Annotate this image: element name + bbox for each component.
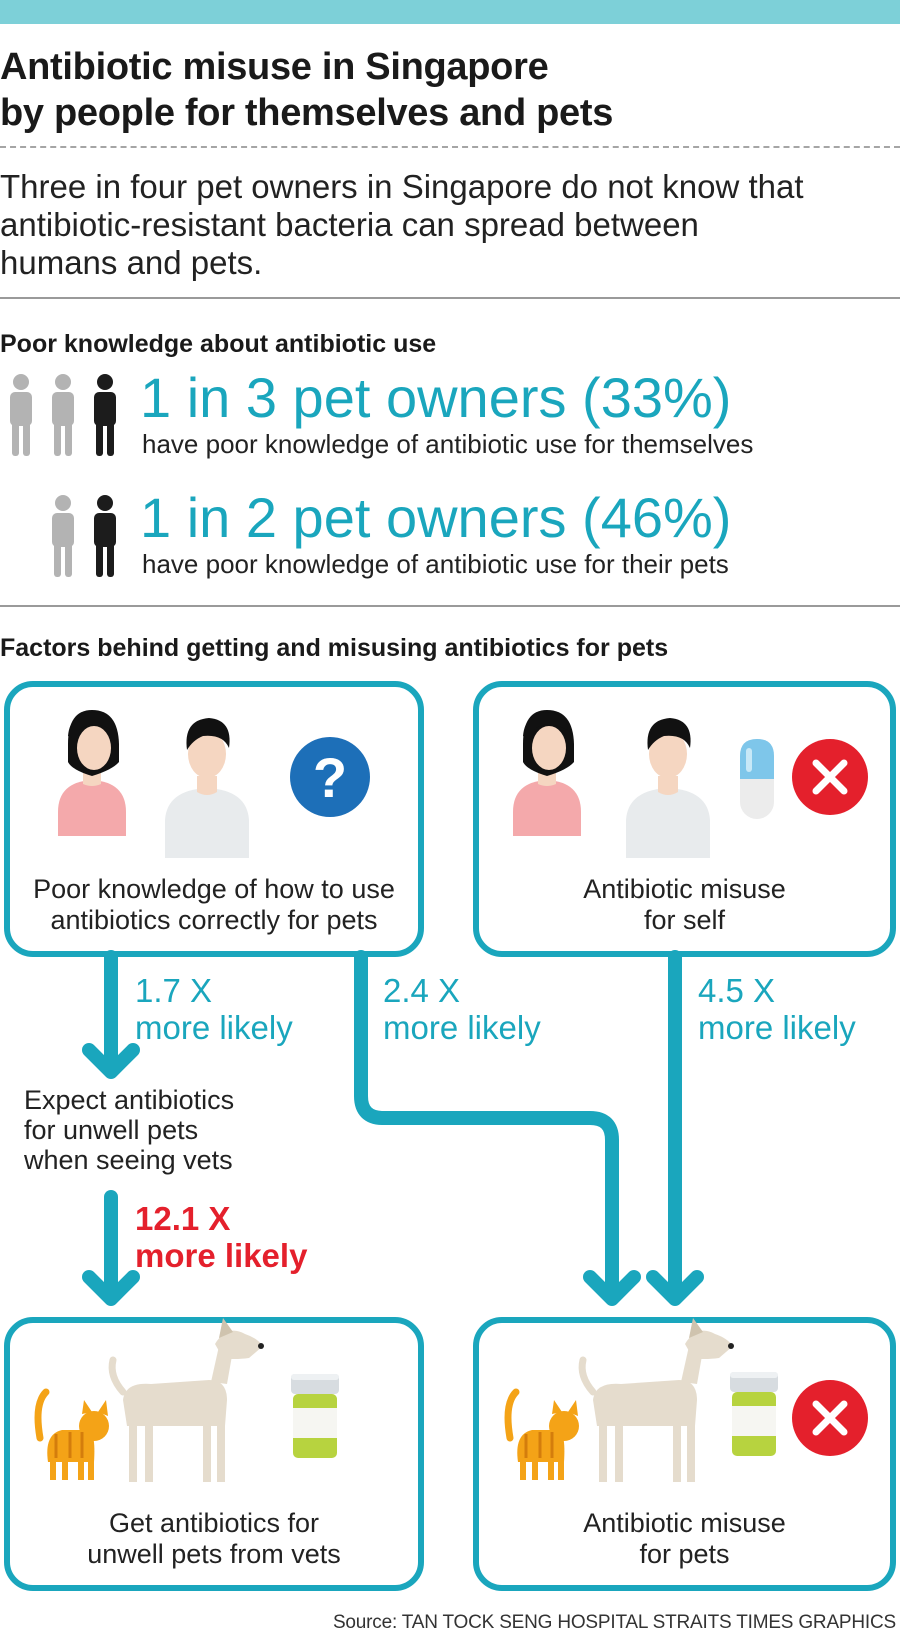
intro-text: Three in four pet owners in Singapore do… <box>0 168 880 282</box>
title-divider <box>0 146 900 148</box>
arrow-knowledge-to-misuse-pets <box>354 950 641 1306</box>
expect-line-1: Expect antibiotics <box>24 1085 235 1115</box>
arrow-self-to-misuse-pets <box>646 950 704 1306</box>
box-misuse-pets-line-1: Antibiotic misuse <box>583 1508 786 1538</box>
box-get-antibiotics-text: Get antibiotics for unwell pets from vet… <box>7 1508 421 1570</box>
box-misuse-pets <box>473 1317 896 1591</box>
multiplier-value: 12.1 X <box>135 1200 231 1237</box>
title-line-1: Antibiotic misuse in Singapore <box>0 46 549 88</box>
person-icon-grey <box>52 495 74 577</box>
stat-desc-pets: have poor knowledge of antibiotic use fo… <box>142 549 729 579</box>
factors-heading: Factors behind getting and misusing anti… <box>0 634 669 662</box>
box-poor-knowledge-line-2: antibiotics correctly for pets <box>50 905 378 935</box>
multiplier-value: 2.4 X <box>383 972 461 1009</box>
arrow-knowledge-to-expect <box>82 950 140 1079</box>
intro-line-2: antibiotic-resistant bacteria can spread… <box>0 206 699 243</box>
arrow-expect-to-get <box>82 1190 140 1306</box>
multiplier-label: more likely <box>135 1237 308 1274</box>
person-icon-grey <box>10 374 32 456</box>
box-misuse-self-line-1: Antibiotic misuse <box>583 874 786 904</box>
people-icons-two <box>52 495 116 577</box>
antibiotic-bottle-icon <box>730 1372 778 1456</box>
section-divider-2 <box>0 605 900 607</box>
stat-desc-self: have poor knowledge of antibiotic use fo… <box>142 429 754 459</box>
multiplier-value: 1.7 X <box>135 972 213 1009</box>
expect-line-2: for unwell pets <box>24 1115 199 1145</box>
multiplier-4-5: 4.5 X more likely <box>698 972 856 1046</box>
top-accent-bar <box>0 0 900 24</box>
person-icon-dark <box>94 495 116 577</box>
multiplier-2-4: 2.4 X more likely <box>383 972 541 1046</box>
intro-line-3: humans and pets. <box>0 244 263 281</box>
person-icon-dark <box>94 374 116 456</box>
box-get-antibiotics-line-2: unwell pets from vets <box>87 1539 341 1569</box>
page-title: Antibiotic misuse in Singapore by people… <box>0 44 613 136</box>
knowledge-heading: Poor knowledge about antibiotic use <box>0 330 437 358</box>
intro-line-1: Three in four pet owners in Singapore do… <box>0 168 804 205</box>
multiplier-label: more likely <box>383 1009 541 1046</box>
svg-text:?: ? <box>313 746 347 809</box>
multiplier-label: more likely <box>135 1009 293 1046</box>
stat-headline-pets: 1 in 2 pet owners (46%) <box>140 486 732 549</box>
expect-line-3: when seeing vets <box>24 1145 233 1175</box>
x-mark-icon <box>792 1380 868 1456</box>
source-credit: Source: TAN TOCK SENG HOSPITAL STRAITS T… <box>332 1612 896 1633</box>
multiplier-1-7: 1.7 X more likely <box>135 972 293 1046</box>
antibiotic-bottle-icon <box>291 1374 339 1458</box>
title-line-2: by people for themselves and pets <box>0 92 614 134</box>
box-misuse-pets-line-2: for pets <box>639 1539 730 1569</box>
multiplier-12-1: 12.1 X more likely <box>135 1200 307 1274</box>
multiplier-label: more likely <box>698 1009 856 1046</box>
x-mark-icon <box>792 739 868 815</box>
box-misuse-self-line-2: for self <box>643 905 726 935</box>
section-divider-1 <box>0 297 900 299</box>
people-icons-three <box>10 374 116 456</box>
box-misuse-pets-text: Antibiotic misuse for pets <box>476 1508 893 1570</box>
box-poor-knowledge-text: Poor knowledge of how to use antibiotics… <box>7 874 421 936</box>
stat-headline-self: 1 in 3 pet owners (33%) <box>140 366 732 429</box>
question-mark-icon: ? <box>290 737 370 817</box>
expect-antibiotics-text: Expect antibiotics for unwell pets when … <box>24 1085 234 1175</box>
box-poor-knowledge-line-1: Poor knowledge of how to use <box>33 874 395 904</box>
box-get-antibiotics-line-1: Get antibiotics for <box>108 1508 320 1538</box>
person-icon-grey <box>52 374 74 456</box>
pill-capsule-icon <box>740 739 774 819</box>
multiplier-value: 4.5 X <box>698 972 776 1009</box>
box-misuse-self-text: Antibiotic misuse for self <box>476 874 893 936</box>
